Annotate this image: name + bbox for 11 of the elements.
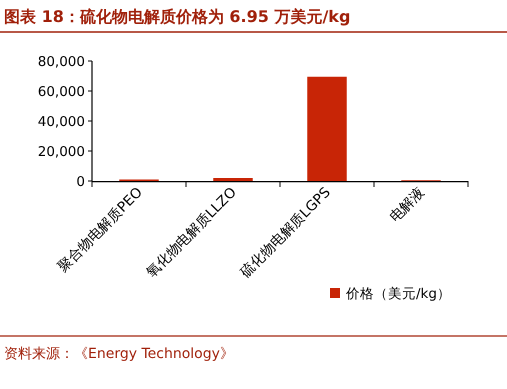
y-tick-label: 40,000: [38, 114, 85, 130]
text: 资料来源：《Energy Technology》: [4, 346, 234, 362]
x-tick-label: 电解液: [386, 184, 428, 226]
y-tick-label: 60,000: [38, 84, 85, 100]
bar: [307, 76, 347, 181]
bar: [213, 178, 253, 181]
chart-title: 图表 18：硫化物电解质价格为 6.95 万美元/kg: [4, 7, 350, 26]
y-tick-label: 80,000: [38, 54, 85, 70]
legend-label: 价格（美元/kg）: [345, 286, 451, 302]
y-tick-label: 20,000: [38, 144, 85, 160]
y-tick-label: 0: [76, 174, 85, 190]
